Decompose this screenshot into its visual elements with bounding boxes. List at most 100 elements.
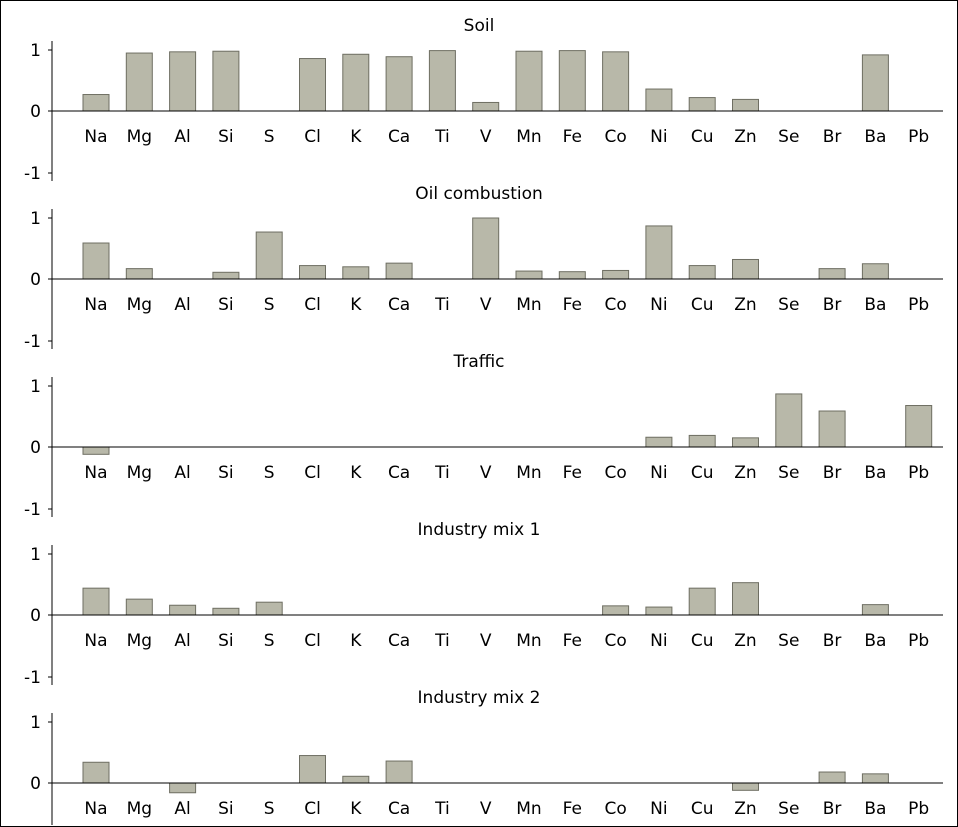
bar (82, 446, 110, 455)
bar (472, 217, 500, 280)
x-tick-label: Cu (691, 127, 714, 147)
bar (732, 782, 759, 791)
bar (82, 94, 110, 112)
x-tick-label: Co (604, 799, 626, 819)
x-tick-label: Cu (691, 463, 714, 483)
x-tick-label: Al (174, 463, 190, 483)
x-tick-label: Cl (304, 127, 321, 147)
chart-title: Industry mix 1 (418, 520, 541, 540)
x-tick-label: Na (84, 631, 107, 651)
bar (732, 258, 759, 280)
x-tick-label: Na (84, 127, 107, 147)
chart-panel: Traffic 1 0 -1 Na Mg Al Si S Cl K Ca Ti V Mn Fe Co Ni Cu Zn… (24, 352, 943, 520)
x-tick-label: Mn (516, 463, 541, 483)
x-tick-label: Cu (691, 295, 714, 315)
x-tick-label: Ni (650, 127, 667, 147)
bar (818, 771, 846, 784)
bar (212, 607, 240, 616)
bar (169, 604, 197, 616)
x-tick-label: Cl (304, 295, 321, 315)
bar (602, 269, 630, 280)
x-tick-label: V (480, 127, 492, 147)
x-tick-label: Zn (734, 463, 756, 483)
x-tick-label: K (350, 295, 362, 315)
x-tick-label: Br (823, 463, 842, 483)
bar (299, 58, 326, 112)
chart-panel: Oil combustion 1 0 -1 Na Mg Al Si S Cl K Ca Ti V Mn Fe C… (24, 184, 943, 352)
x-tick-label: Co (604, 295, 626, 315)
chart-title: Traffic (452, 352, 504, 372)
x-tick-label: Ni (650, 463, 667, 483)
x-tick-label: Pb (908, 463, 929, 483)
y-tick-label: 1 (30, 545, 41, 565)
bar (82, 242, 110, 280)
x-tick-label: Cu (691, 631, 714, 651)
bar (299, 265, 326, 280)
x-tick-label: Ti (434, 295, 450, 315)
x-tick-label: Se (778, 799, 799, 819)
x-tick-label: Ba (864, 799, 886, 819)
bar (125, 598, 153, 616)
chart-panel: Industry mix 1 1 0 -1 Na Mg Al Si S Cl K Ca Ti V Mn Fe C… (24, 520, 943, 688)
x-tick-label: Na (84, 463, 107, 483)
x-tick-label: Se (778, 463, 799, 483)
bar (602, 51, 630, 112)
x-tick-label: Fe (563, 799, 582, 819)
x-tick-label: Ca (388, 463, 410, 483)
x-tick-label: Mn (516, 295, 541, 315)
bar (515, 270, 543, 280)
x-tick-label: Mn (516, 127, 541, 147)
x-tick-label: V (480, 463, 492, 483)
x-tick-label: S (264, 295, 275, 315)
bar (645, 88, 673, 112)
bar (82, 587, 110, 616)
x-tick-label: S (264, 631, 275, 651)
bar (688, 587, 716, 616)
chart-panel: Industry mix 2 1 0 Na Mg Al Si S Cl K Ca Ti V Mn Fe Co N… (30, 688, 943, 825)
y-tick-label: 0 (30, 438, 41, 458)
x-tick-label: Si (218, 799, 234, 819)
x-tick-label: Zn (734, 631, 756, 651)
bar (515, 50, 543, 112)
x-tick-label: Ni (650, 631, 667, 651)
x-tick-label: Mg (127, 295, 152, 315)
y-tick-label: 1 (30, 41, 41, 61)
y-tick-label: 0 (30, 270, 41, 290)
x-tick-label: Mn (516, 799, 541, 819)
x-tick-label: Zn (734, 295, 756, 315)
x-tick-label: Br (823, 127, 842, 147)
bar (775, 393, 803, 448)
x-tick-label: Ti (434, 127, 450, 147)
x-tick-label: Br (823, 631, 842, 651)
bar (299, 755, 326, 784)
chart-panel: Soil 1 0 -1 Na Mg Al Si S Cl K Ca Ti V Mn Fe Co Ni Cu Zn Se B… (24, 16, 943, 184)
x-tick-label: Co (604, 463, 626, 483)
x-tick-label: S (264, 799, 275, 819)
bar (818, 268, 846, 280)
x-tick-label: Se (778, 295, 799, 315)
x-tick-label: K (350, 463, 362, 483)
x-tick-label: K (350, 127, 362, 147)
x-tick-label: Cl (304, 799, 321, 819)
x-tick-label: Zn (734, 799, 756, 819)
bar (732, 582, 759, 616)
x-tick-label: K (350, 799, 362, 819)
x-tick-label: Na (84, 295, 107, 315)
x-tick-label: Pb (908, 295, 929, 315)
bar (385, 262, 413, 280)
x-tick-label: Ba (864, 127, 886, 147)
x-tick-label: Al (174, 799, 190, 819)
y-tick-label: 0 (30, 102, 41, 122)
x-tick-label: Ca (388, 295, 410, 315)
bar (818, 410, 846, 448)
x-tick-label: Ti (434, 631, 450, 651)
x-tick-label: Fe (563, 463, 582, 483)
x-tick-label: V (480, 631, 492, 651)
bar (428, 50, 456, 112)
bar (342, 53, 370, 112)
x-tick-label: Cl (304, 463, 321, 483)
x-tick-label: Br (823, 799, 842, 819)
x-tick-label: Mg (127, 631, 152, 651)
bar (732, 437, 759, 448)
